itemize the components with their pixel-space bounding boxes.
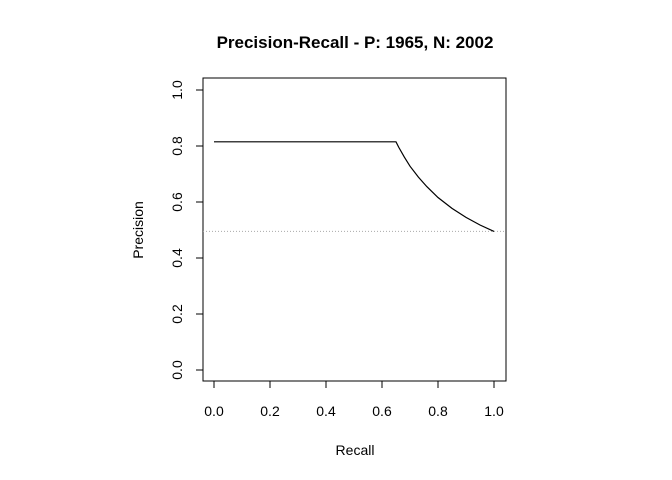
y-tick-label: 0.4 <box>169 248 185 268</box>
x-tick-label: 0.2 <box>260 403 280 419</box>
y-tick-label: 0.6 <box>169 192 185 212</box>
x-tick-label: 0.4 <box>316 403 336 419</box>
y-axis-label: Precision <box>130 201 146 259</box>
series-line-precision-recall <box>214 141 495 232</box>
y-tick-label: 1.0 <box>169 80 185 100</box>
plot-frame <box>202 77 507 382</box>
x-tick-label: 0.8 <box>428 403 448 419</box>
x-ticks: 0.0 0.2 0.4 0.6 0.8 1.0 <box>204 381 504 419</box>
y-tick-label: 0.0 <box>169 360 185 380</box>
y-tick-label: 0.8 <box>169 136 185 156</box>
chart-title: Precision-Recall - P: 1965, N: 2002 <box>217 33 494 52</box>
x-axis-label: Recall <box>336 442 375 458</box>
y-tick-label: 0.2 <box>169 304 185 324</box>
x-tick-label: 1.0 <box>484 403 504 419</box>
x-tick-label: 0.6 <box>372 403 392 419</box>
x-tick-label: 0.0 <box>204 403 224 419</box>
y-ticks: 0.0 0.2 0.4 0.6 0.8 1.0 <box>169 80 203 380</box>
